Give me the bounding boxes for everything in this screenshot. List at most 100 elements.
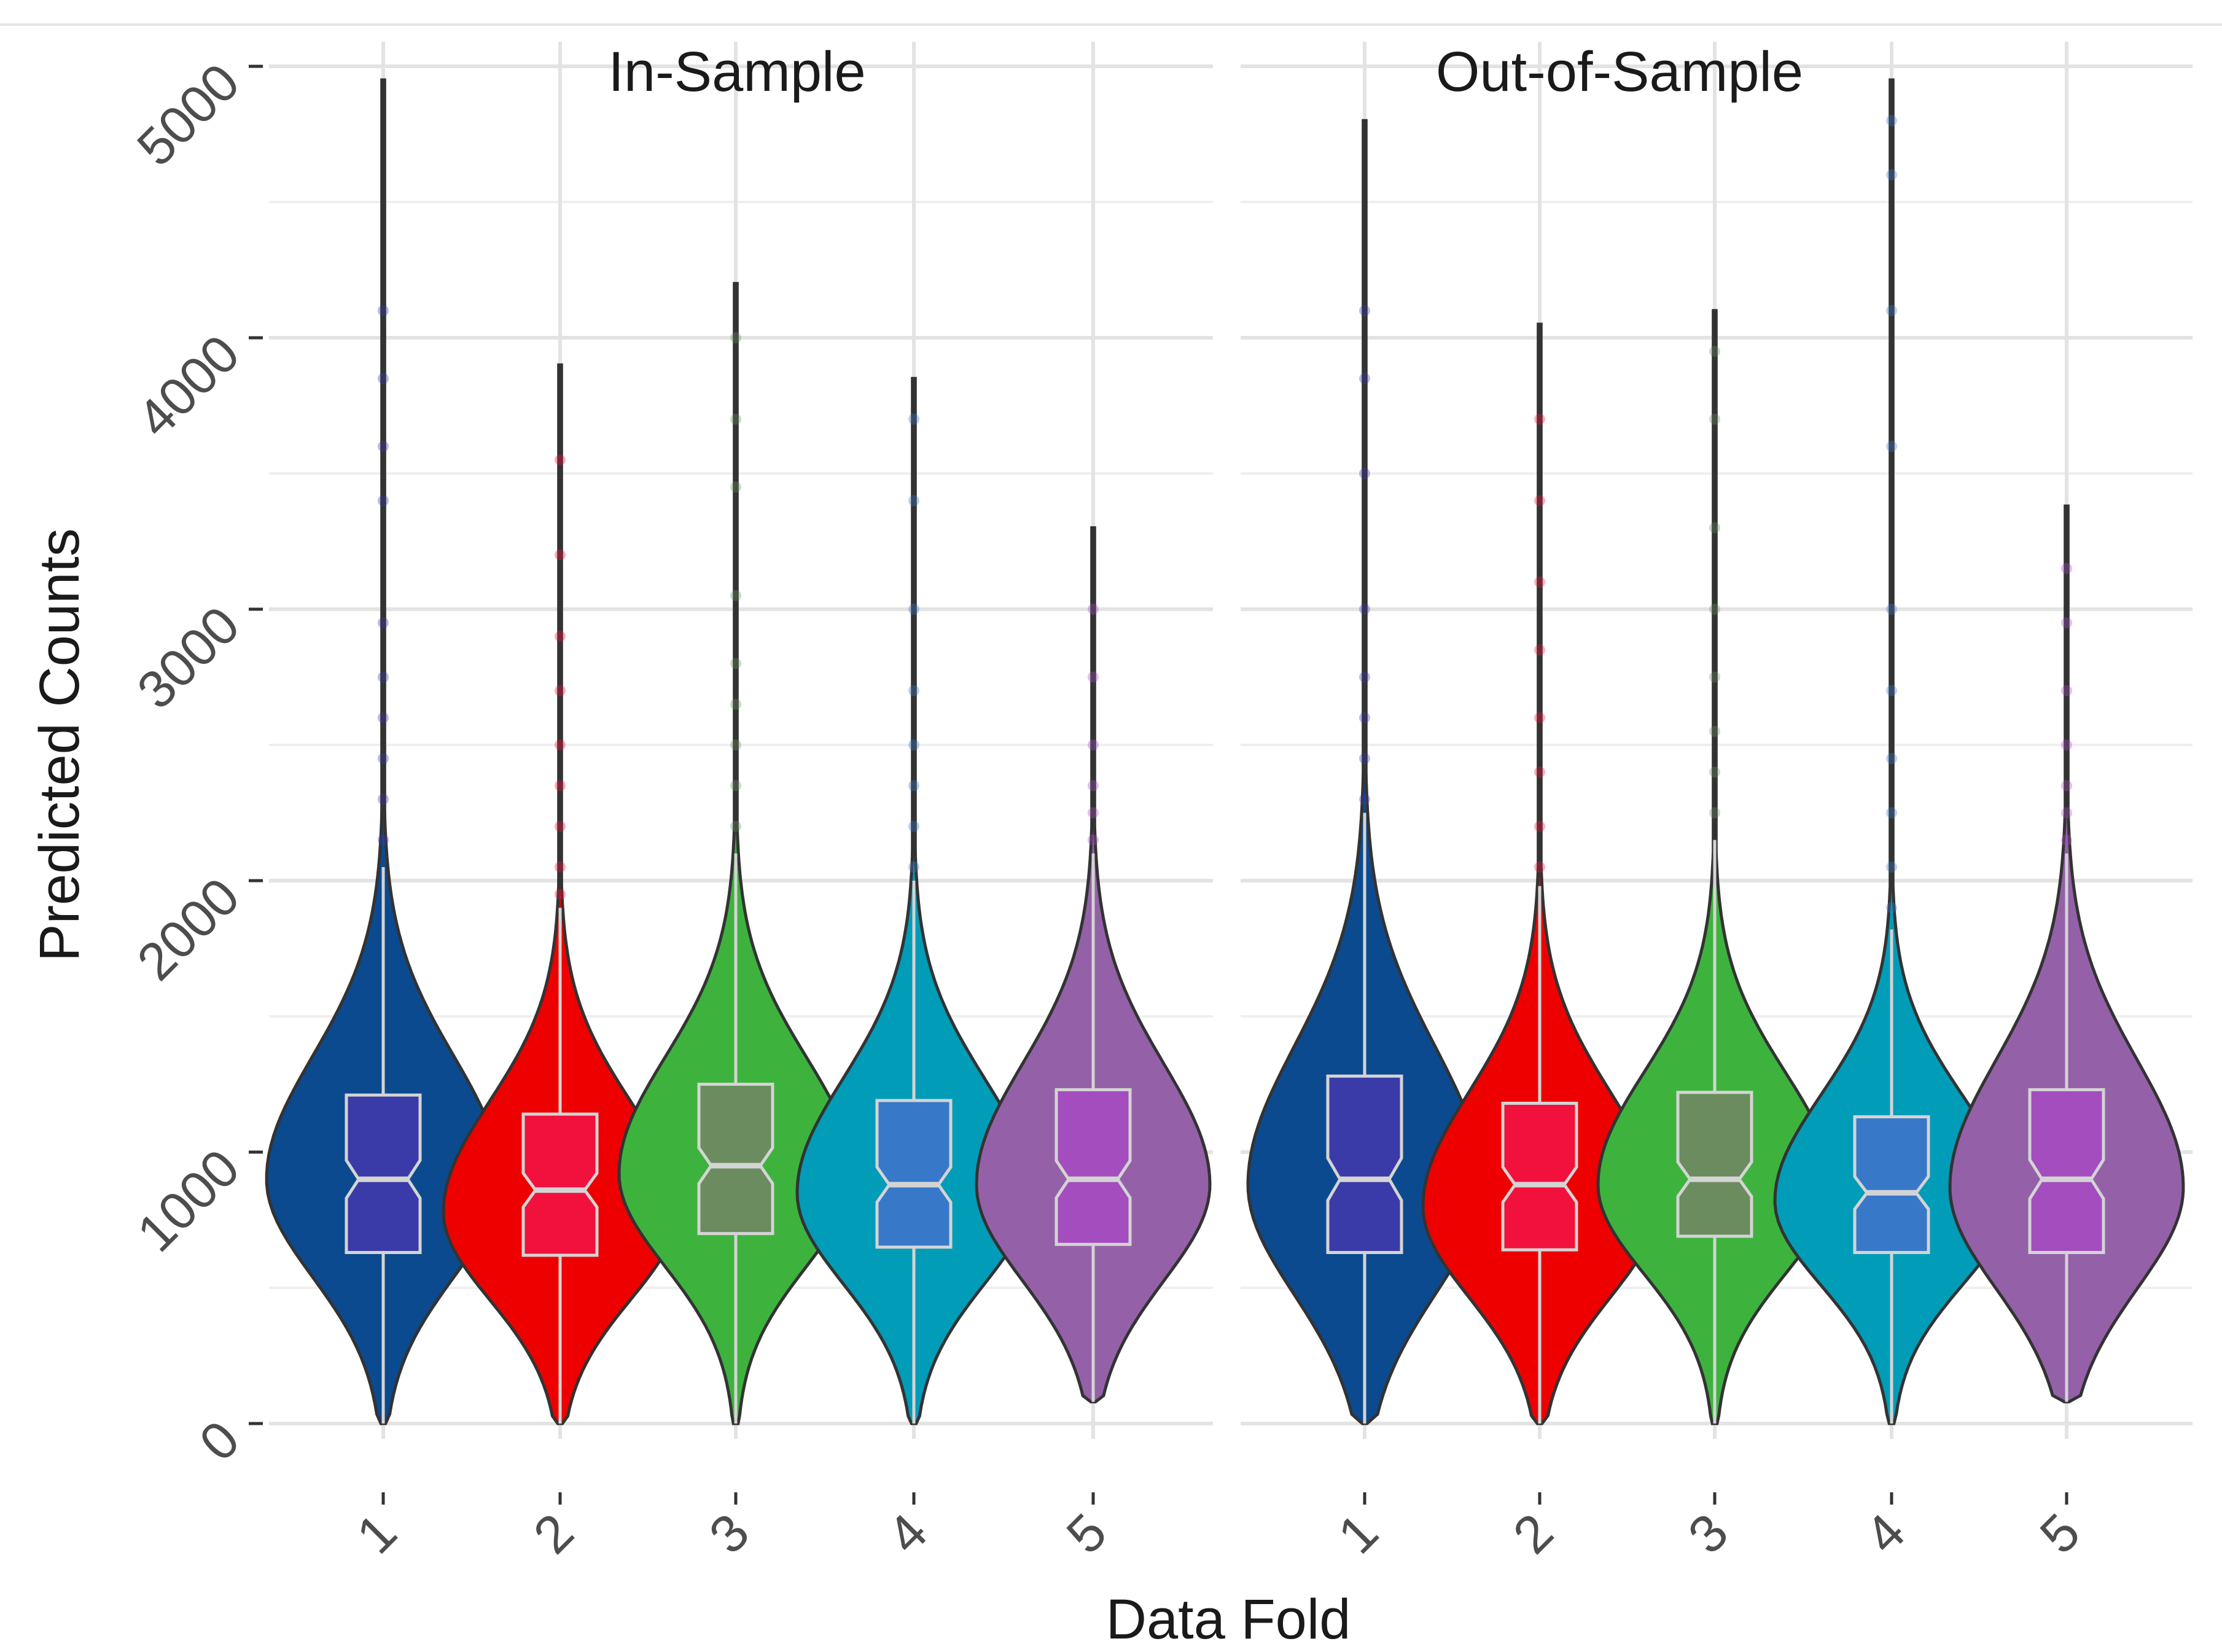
outlier-point — [1886, 753, 1897, 765]
outlier-point — [378, 671, 389, 683]
outlier-point — [1886, 305, 1897, 316]
outlier-point — [1359, 712, 1370, 723]
outlier-point — [1886, 115, 1897, 127]
outlier-point — [1534, 712, 1545, 723]
outlier-point — [378, 793, 389, 805]
outlier-point — [555, 631, 566, 642]
violin-fold-4 — [795, 376, 1032, 1425]
outlier-point — [1534, 644, 1545, 656]
outlier-point — [908, 685, 919, 696]
outlier-point — [1088, 604, 1099, 615]
x-axis-title: Data Fold — [1106, 1588, 1351, 1651]
y-tick-label: 2000 — [126, 867, 251, 992]
outlier-point — [2061, 780, 2072, 792]
outlier-point — [1534, 766, 1545, 778]
x-tick-label: 1 — [346, 1503, 408, 1565]
outlier-point — [1534, 820, 1545, 832]
outlier-point — [1709, 725, 1720, 737]
outlier-point — [730, 820, 741, 832]
y-tick-label: 0 — [189, 1410, 251, 1473]
outlier-point — [1886, 604, 1897, 615]
outlier-point — [1534, 413, 1545, 425]
violin-fold-3 — [1596, 309, 1833, 1425]
y-tick-label: 5000 — [126, 53, 251, 177]
outlier-point — [378, 753, 389, 765]
x-tick-label: 2 — [523, 1503, 585, 1565]
outlier-point — [1886, 902, 1897, 914]
outlier-point — [1359, 468, 1370, 479]
outlier-point — [378, 440, 389, 452]
outlier-point — [908, 861, 919, 873]
outlier-point — [908, 413, 919, 425]
outlier-point — [1886, 685, 1897, 696]
outlier-point — [1709, 346, 1720, 357]
notched-box — [1326, 1074, 1403, 1255]
x-tick-label: 4 — [876, 1503, 939, 1565]
x-tick-label: 5 — [1056, 1503, 1118, 1565]
outlier-point — [1886, 807, 1897, 819]
panel-in-sample: 1 2 3 4 5 In-Sample — [265, 41, 1213, 1565]
outlier-point — [1886, 169, 1897, 181]
outlier-point — [730, 481, 741, 493]
violin-fold-2 — [1421, 322, 1658, 1425]
outlier-point — [1709, 807, 1720, 819]
outlier-point — [1359, 604, 1370, 615]
outlier-point — [1088, 807, 1099, 819]
violin-fold-1 — [265, 78, 502, 1425]
panel-out-of-sample-marks — [1246, 78, 2185, 1425]
outlier-point — [908, 820, 919, 832]
x-tick-label: 2 — [1502, 1503, 1565, 1565]
y-axis: 0 1000 2000 3000 4000 5000 — [126, 53, 263, 1473]
outlier-point — [1709, 671, 1720, 683]
outlier-point — [908, 495, 919, 507]
notched-box — [697, 1083, 774, 1236]
outlier-point — [2061, 617, 2072, 629]
x-tick-label: 3 — [1677, 1503, 1740, 1565]
outlier-point — [378, 617, 389, 629]
notched-box — [2028, 1088, 2105, 1255]
outlier-point — [1534, 861, 1545, 873]
violin-fold-3 — [617, 282, 854, 1425]
outlier-point — [2061, 563, 2072, 574]
outlier-point — [1088, 739, 1099, 750]
outlier-point — [1359, 793, 1370, 805]
outlier-point — [730, 780, 741, 792]
outlier-point — [1886, 861, 1897, 873]
outlier-point — [555, 454, 566, 466]
y-tick-label: 3000 — [126, 596, 251, 720]
outlier-point — [2061, 739, 2072, 750]
outlier-point — [1359, 753, 1370, 765]
outlier-point — [908, 604, 919, 615]
y-axis-title: Predicted Counts — [28, 528, 91, 962]
outlier-point — [378, 495, 389, 507]
outlier-point — [1359, 671, 1370, 683]
outlier-point — [2061, 834, 2072, 846]
y-tick-label: 1000 — [126, 1139, 251, 1263]
x-tick-label: 4 — [1854, 1503, 1917, 1565]
notched-box — [1853, 1115, 1930, 1255]
outlier-point — [378, 712, 389, 723]
y-tick-label: 4000 — [126, 324, 251, 449]
notched-box — [1676, 1091, 1753, 1238]
violin-body — [265, 78, 502, 1425]
panel-title-out-of-sample: Out-of-Sample — [1436, 41, 1803, 103]
violin-body — [1421, 322, 1658, 1425]
outlier-point — [730, 739, 741, 750]
outlier-point — [908, 739, 919, 750]
outlier-point — [1359, 305, 1370, 316]
outlier-point — [730, 698, 741, 710]
violin-body — [442, 363, 679, 1425]
notched-box — [345, 1093, 422, 1255]
outlier-point — [555, 549, 566, 561]
outlier-point — [2061, 807, 2072, 819]
outlier-point — [2061, 685, 2072, 696]
outlier-point — [908, 780, 919, 792]
x-tick-label: 5 — [2029, 1503, 2092, 1565]
outlier-point — [1088, 780, 1099, 792]
panel-in-sample-x-ticks: 1 2 3 4 5 — [346, 1492, 1118, 1565]
violin-fold-4 — [1773, 78, 2010, 1425]
notched-box — [875, 1099, 953, 1249]
violin-fold-5 — [1948, 504, 2185, 1404]
outlier-point — [1886, 440, 1897, 452]
